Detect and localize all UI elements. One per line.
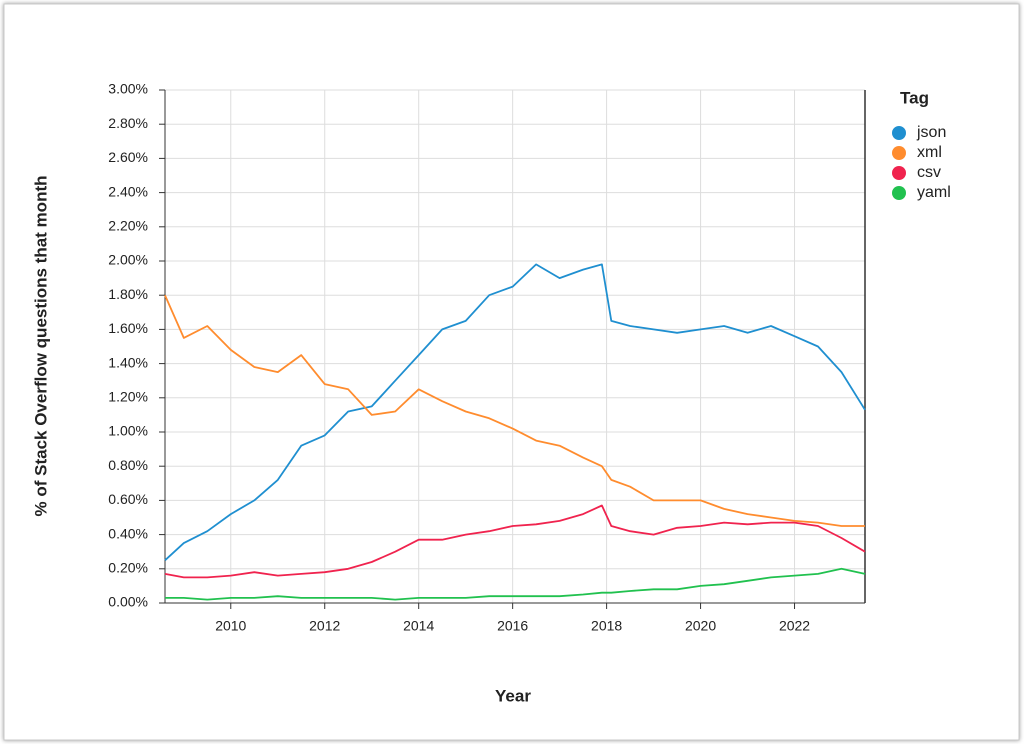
y-tick-label: 0.20%	[108, 560, 148, 576]
legend-label: json	[916, 124, 946, 141]
y-tick-label: 0.40%	[108, 525, 148, 541]
y-tick-label: 1.00%	[108, 423, 148, 439]
series-line	[164, 294, 865, 527]
y-tick-label: 1.20%	[108, 389, 148, 405]
y-tick-label: 2.20%	[108, 218, 148, 234]
y-tick-label: 3.00%	[108, 81, 148, 97]
y-tick-label: 2.80%	[108, 115, 148, 131]
legend-title: Tag	[900, 88, 929, 107]
x-tick-label: 2014	[403, 618, 434, 634]
legend-label: csv	[917, 164, 941, 181]
series-line	[164, 263, 866, 561]
y-tick-label: 2.40%	[108, 183, 148, 199]
series-line	[164, 504, 866, 579]
legend-swatch	[892, 146, 906, 160]
legend-label: yaml	[917, 184, 951, 201]
y-tick-label: 0.80%	[108, 457, 148, 473]
x-tick-label: 2020	[685, 618, 716, 634]
legend-swatch	[892, 166, 906, 180]
x-tick-label: 2012	[309, 618, 340, 634]
series-line	[165, 567, 866, 601]
legend-label: xml	[917, 144, 942, 161]
y-tick-label: 2.00%	[108, 252, 148, 268]
legend-swatch	[892, 126, 906, 140]
y-tick-label: 1.40%	[108, 354, 148, 370]
x-tick-label: 2018	[591, 618, 622, 634]
x-tick-label: 2010	[215, 618, 246, 634]
frame	[3, 3, 1020, 741]
y-axis-title: % of Stack Overflow questions that month	[31, 176, 50, 517]
y-tick-label: 0.00%	[108, 594, 148, 610]
y-tick-label: 2.60%	[108, 149, 148, 165]
x-tick-label: 2022	[779, 618, 810, 634]
x-tick-label: 2016	[497, 618, 528, 634]
y-tick-label: 0.60%	[108, 491, 148, 507]
x-axis-title: Year	[495, 686, 531, 705]
y-tick-label: 1.80%	[108, 286, 148, 302]
y-tick-label: 1.60%	[108, 320, 148, 336]
legend-swatch	[892, 186, 906, 200]
